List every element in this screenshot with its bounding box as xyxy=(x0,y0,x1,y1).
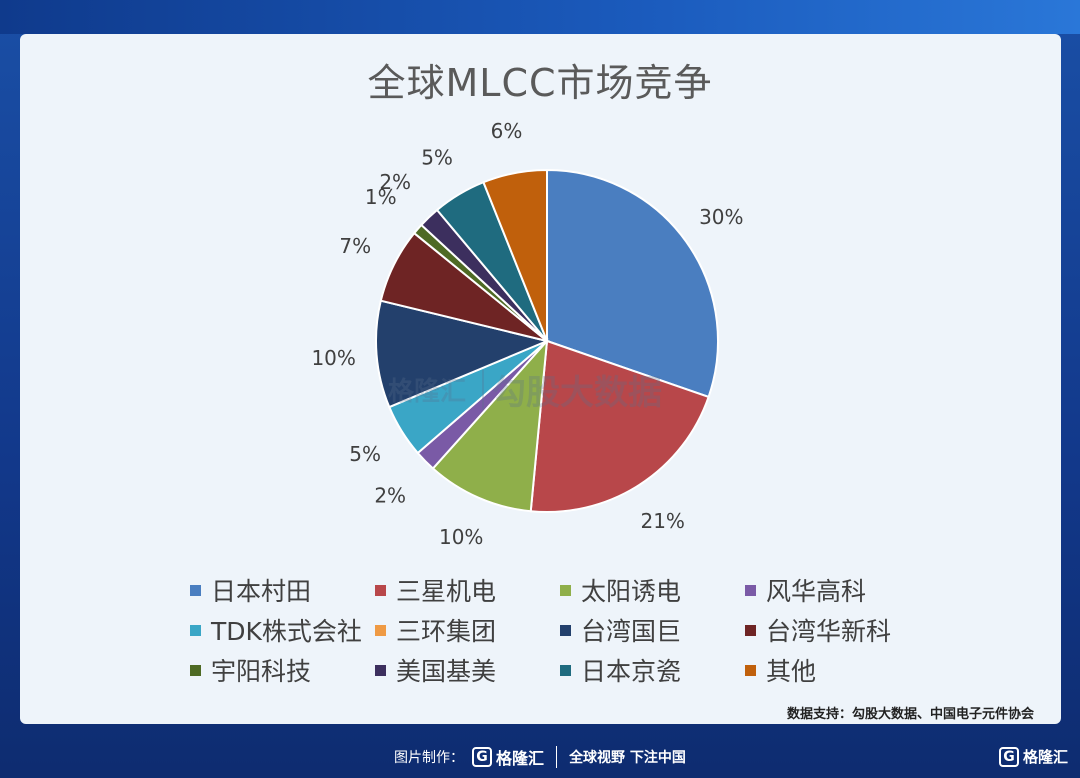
legend-item: 宇阳科技 xyxy=(190,655,375,686)
pie-data-label: 7% xyxy=(339,234,371,258)
watermark-brand: 格隆汇 xyxy=(388,377,467,407)
pie-slice xyxy=(431,338,549,513)
corner-logo: G 格隆汇 xyxy=(998,746,1068,767)
legend-label: 三环集团 xyxy=(396,617,497,646)
g-logo-icon: G xyxy=(472,747,493,767)
chart-legend: 日本村田 三星机电 太阳诱电 风华高科 TDK株式会社 三环集团 台湾国巨 台湾华新科宇阳科技… xyxy=(190,575,910,686)
footer-brand: 格隆汇 xyxy=(496,749,545,768)
legend-item: 台湾国巨 xyxy=(560,615,745,646)
pie-data-label: 30% xyxy=(699,205,743,229)
legend-label: TDK株式会社 xyxy=(211,617,362,646)
pie-data-label: 2% xyxy=(379,170,411,194)
legend-label: 风华高科 xyxy=(766,577,867,606)
legend-swatch xyxy=(745,664,756,676)
data-source: 数据支持：勾股大数据、中国电子元件协会 xyxy=(786,707,1034,722)
watermark-text: 勾股大数据 xyxy=(492,373,663,413)
legend-swatch xyxy=(375,624,386,636)
legend-item: 其他 xyxy=(745,655,930,686)
legend-label: 太阳诱电 xyxy=(581,577,682,606)
legend-swatch xyxy=(560,584,571,596)
legend-label: 台湾国巨 xyxy=(581,617,682,646)
legend-item: 三星机电 xyxy=(375,575,560,606)
pie-data-label: 5% xyxy=(349,442,381,466)
pie-data-label: 6% xyxy=(491,119,523,143)
legend-label: 宇阳科技 xyxy=(211,657,312,686)
pie-slice xyxy=(375,299,551,409)
footer-divider xyxy=(556,746,558,768)
legend-swatch xyxy=(560,624,571,636)
pie-chart: 30%21%10%2%5%10%7%1%2%5%6% xyxy=(311,119,743,549)
legend-swatch xyxy=(375,664,386,676)
legend-item: 美国基美 xyxy=(375,655,560,686)
pie-data-label: 2% xyxy=(374,483,406,507)
legend-item: 日本村田 xyxy=(190,575,375,606)
footer-label: 图片制作： xyxy=(394,750,465,766)
g-logo-icon: G xyxy=(998,746,1019,767)
legend-label: 台湾华新科 xyxy=(766,617,892,646)
pie-slice xyxy=(529,339,710,513)
legend-swatch xyxy=(190,664,201,676)
legend-item: 太阳诱电 xyxy=(560,575,745,606)
legend-label: 三星机电 xyxy=(396,577,497,606)
pie-data-label: 10% xyxy=(311,346,355,370)
pie-data-label: 5% xyxy=(421,145,453,169)
legend-item: TDK株式会社 xyxy=(190,615,375,646)
pie-data-label: 21% xyxy=(640,509,684,533)
legend-label: 美国基美 xyxy=(396,657,497,686)
legend-swatch xyxy=(745,624,756,636)
legend-swatch xyxy=(190,624,201,636)
pie-data-label: 10% xyxy=(439,525,483,549)
watermark: 格隆汇 勾股大数据 xyxy=(388,365,662,414)
top-strip xyxy=(0,0,1080,34)
legend-swatch xyxy=(375,584,386,596)
legend-swatch xyxy=(190,584,201,596)
footer: 图片制作： G 格隆汇 全球视野 下注中国 xyxy=(0,736,1080,778)
legend-swatch xyxy=(745,584,756,596)
pie-slice xyxy=(482,168,548,342)
legend-swatch xyxy=(560,664,571,676)
legend-label: 日本京瓷 xyxy=(581,657,682,686)
chart-title: 全球MLCC市场竞争 xyxy=(367,61,713,105)
legend-item: 风华高科 xyxy=(745,575,930,606)
legend-item: 三环集团 xyxy=(375,615,560,646)
legend-item: 日本京瓷 xyxy=(560,655,745,686)
legend-label: 其他 xyxy=(766,657,817,686)
legend-item: 台湾华新科 xyxy=(745,615,930,646)
pie-slice xyxy=(546,168,719,399)
footer-logo: G 格隆汇 xyxy=(472,745,544,769)
footer-slogan: 全球视野 下注中国 xyxy=(569,750,686,766)
watermark-divider xyxy=(482,369,485,410)
legend-label: 日本村田 xyxy=(211,577,312,606)
pie-data-label: 1% xyxy=(365,185,397,209)
corner-brand: 格隆汇 xyxy=(1022,748,1068,766)
